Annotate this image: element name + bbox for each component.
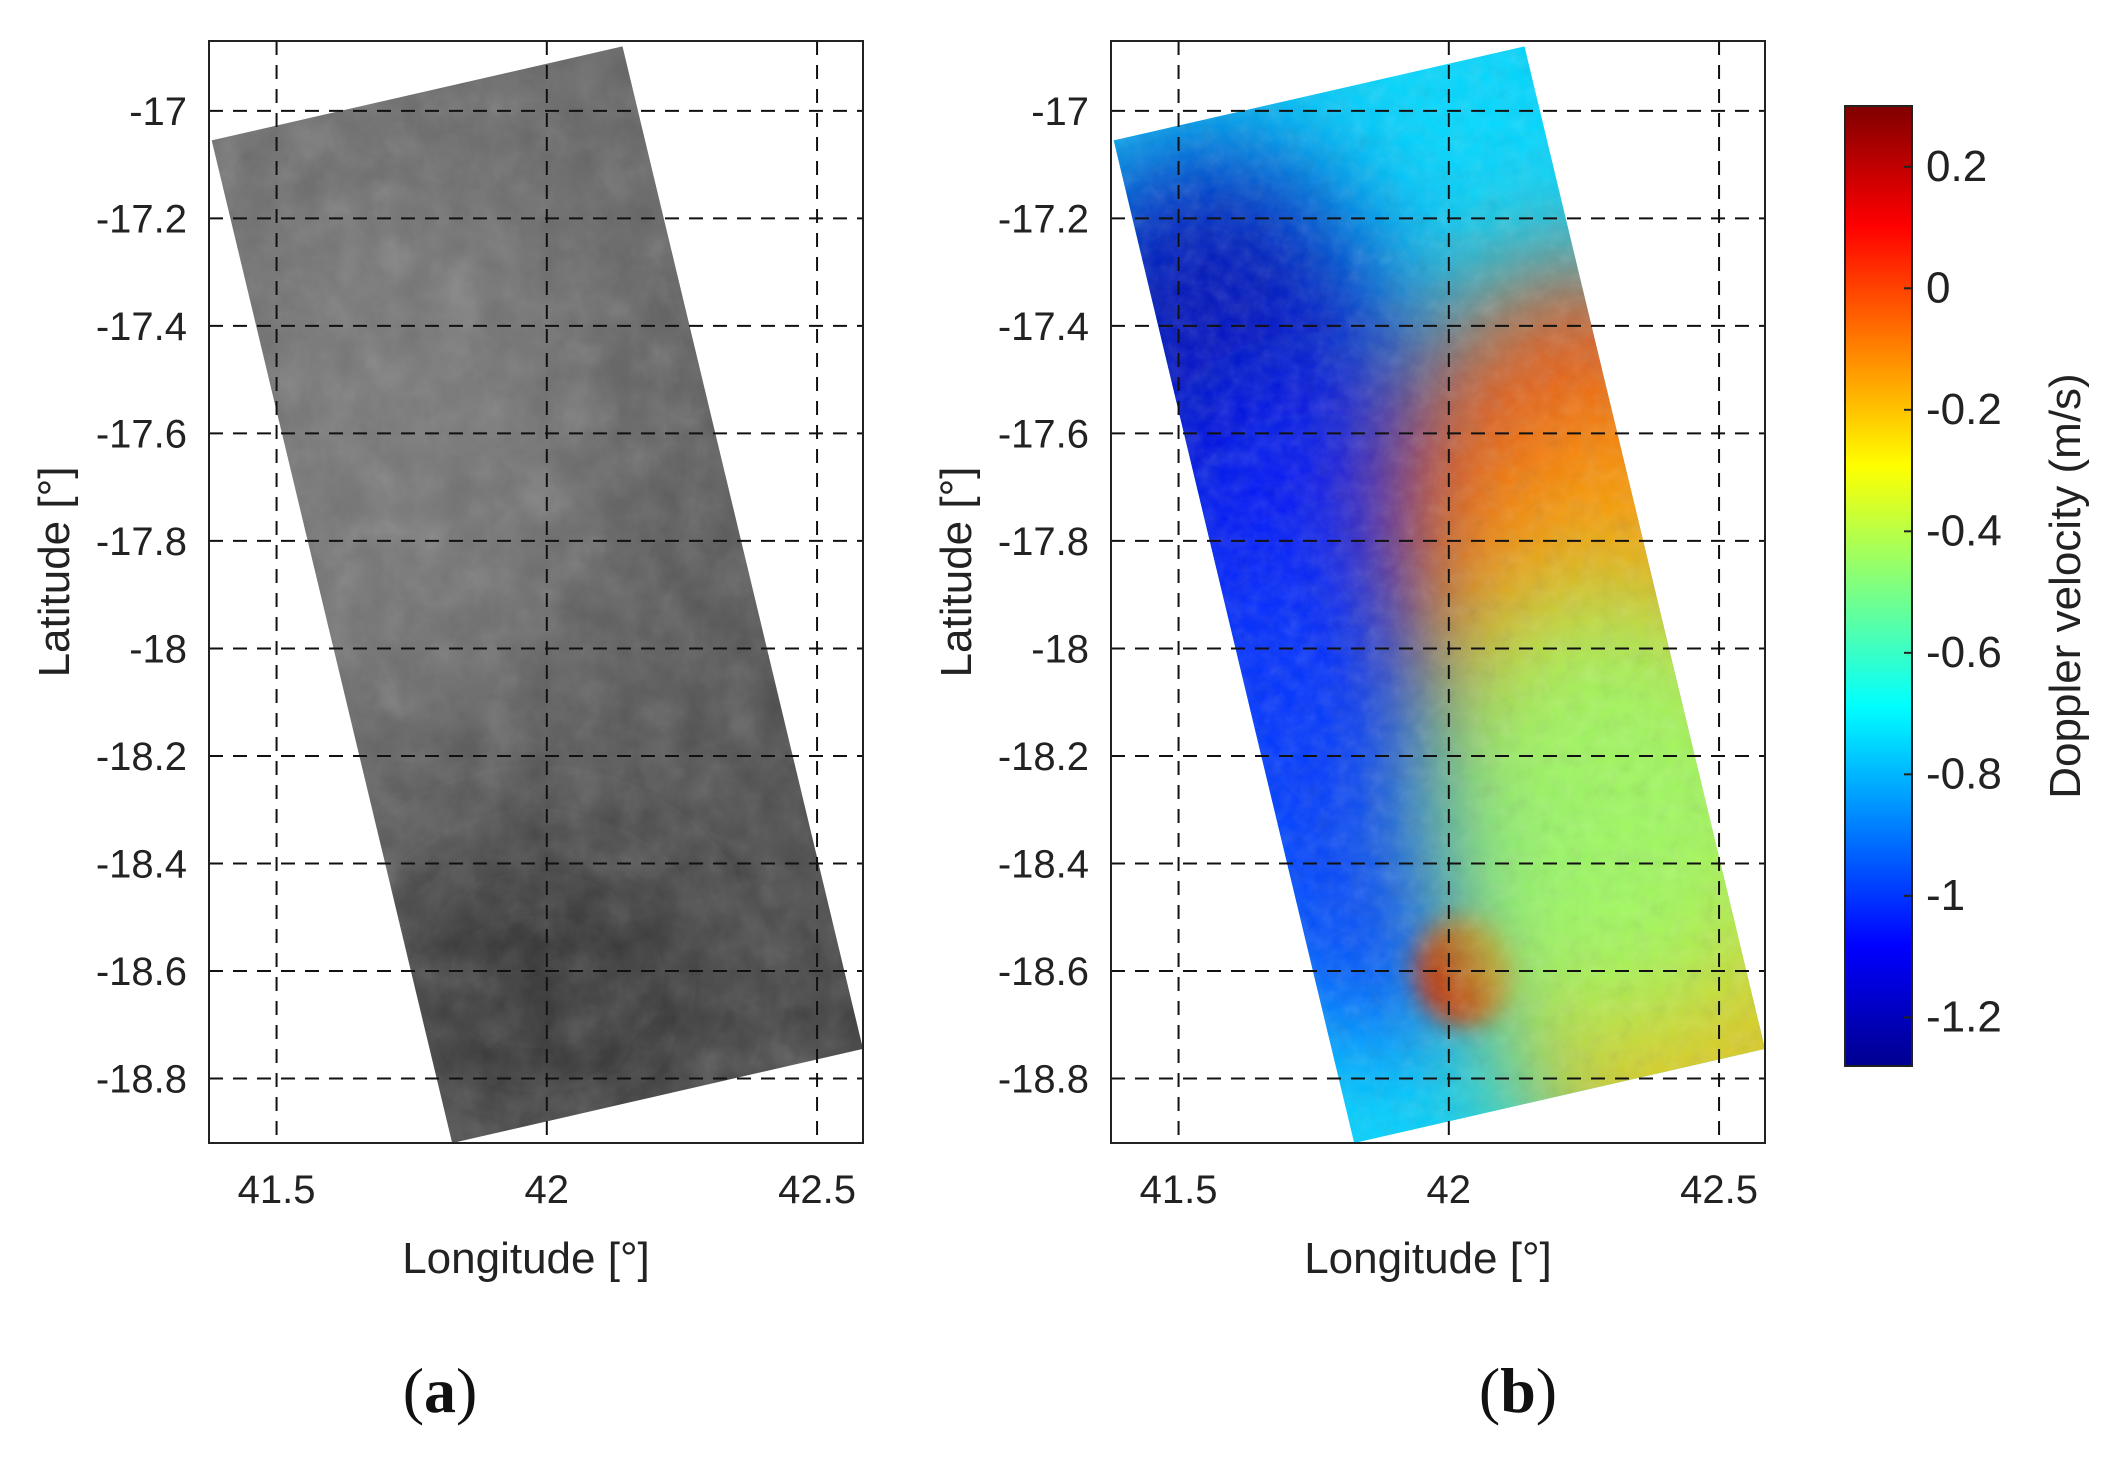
ytick-label: -18.8 [998,1057,1089,1101]
panel-b: -17 -17.2 -17.4 -17.6 -17.8 -18 -18.2 -18.4 -18.… [932,40,1766,1426]
ytick-label: -17.2 [998,197,1089,241]
colorbar-tick-label: -0.4 [1926,506,2002,555]
ytick-label: -17.8 [998,520,1089,564]
ytick-label: -18.6 [96,950,187,994]
ytick-label: -17.4 [96,305,187,349]
panel-a: -17 -17.2 -17.4 -17.6 -17.8 -18 -18.2 -18.4 -18.… [30,40,864,1426]
colorbar-tick-label: -1 [1926,871,1965,920]
ytick-label: -18.2 [96,735,187,779]
colorbar: 0.2 0 -0.2 -0.4 -0.6 -0.8 -1 -1.2 Doppler veloci… [1844,105,2090,1067]
colorbar-label: Doppler velocity (m/s) [2041,373,2090,798]
colorbar-tick-label: -0.6 [1926,628,2002,677]
xtick-label: 42 [1427,1168,1472,1212]
colorbar-tick-label: -0.2 [1926,385,2002,434]
ytick-label: -18.4 [998,842,1089,886]
swath-texture [1113,46,1765,1143]
colorbar-tick-label: -0.8 [1926,749,2002,798]
plot-frame [1110,40,1766,1144]
ytick-label: -18.8 [96,1057,187,1101]
ytick-label: -17 [1031,90,1089,134]
ytick-label: -17.2 [96,197,187,241]
xtick-label: 42 [525,1168,570,1212]
plot-frame [208,40,864,1144]
colorbar-tick-label: -1.2 [1926,992,2002,1041]
ytick-label: -18 [129,627,187,671]
ytick-label: -18.4 [96,842,187,886]
xtick-label: 42.5 [1680,1168,1758,1212]
x-axis-label: Longitude [°] [402,1234,650,1283]
xtick-label: 41.5 [238,1168,316,1212]
swath-texture [211,46,863,1143]
colorbar-tick-label: 0.2 [1926,142,1987,191]
panel-label: (b) [1479,1355,1557,1426]
swath-image [211,46,863,1143]
ytick-label: -17.4 [998,305,1089,349]
ytick-label: -18.6 [998,950,1089,994]
xtick-label: 41.5 [1140,1168,1218,1212]
ytick-label: -17.6 [998,412,1089,456]
x-axis-label: Longitude [°] [1304,1234,1552,1283]
ytick-label: -17 [129,90,187,134]
ytick-label: -18 [1031,627,1089,671]
ytick-label: -17.6 [96,412,187,456]
panel-label: (a) [403,1355,478,1426]
colorbar-scale [1844,105,1913,1067]
colorbar-tick-label: 0 [1926,263,1950,312]
ytick-label: -18.2 [998,735,1089,779]
xtick-label: 42.5 [778,1168,856,1212]
y-axis-label: Latitude [°] [932,467,981,678]
y-axis-label: Latitude [°] [30,467,79,678]
ytick-label: -17.8 [96,520,187,564]
